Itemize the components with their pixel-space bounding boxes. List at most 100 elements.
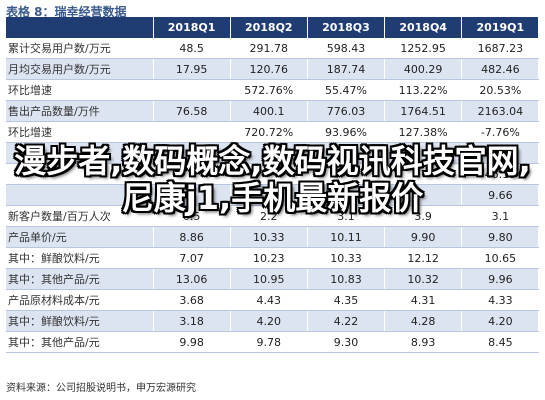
row-label (6, 142, 154, 164)
table-cell: 0.5 (153, 205, 231, 227)
table-cell (230, 142, 308, 164)
table-cell: 2.2 (230, 205, 308, 227)
table-cell: 4.28 (384, 310, 463, 332)
table-cell: 10.33 (230, 226, 308, 248)
row-label: 其中：鲜酿饮料/元 (6, 310, 154, 332)
table-cell (307, 142, 386, 164)
table-cell: 46.19 (461, 163, 540, 185)
table-title: 表格 8：瑞幸经营数据 (6, 5, 127, 19)
table-cell (153, 79, 231, 101)
row-label: 其中：其他产品/元 (6, 331, 154, 353)
table-cell: 776.03 (307, 100, 386, 122)
header-cell-period: 2018Q4 (384, 17, 463, 38)
table-cell: 10.32 (384, 268, 463, 290)
row-label: 环比增速 (6, 79, 154, 101)
table-cell (384, 163, 463, 185)
table-cell: 120.76 (230, 58, 308, 80)
table-cell: 10.83 (307, 268, 386, 290)
table-cell: 4.31 (384, 289, 463, 311)
table-cell: 1252.95 (384, 38, 463, 59)
row-label: 月均交易用户数/万元 (6, 58, 154, 80)
table-cell: 3.68 (153, 289, 231, 311)
table-cell: 1687.23 (461, 38, 540, 59)
table-cell: 2163.04 (461, 100, 540, 122)
operating-data-table: 2018Q1 2018Q2 2018Q3 2018Q4 2019Q1 累计交易用户数/万… (6, 17, 540, 353)
table-header-row: 2018Q1 2018Q2 2018Q3 2018Q4 2019Q1 (6, 17, 540, 38)
row-label: 环比增速 (6, 121, 154, 143)
table-cell: 8.86 (153, 226, 231, 248)
table-cell: 76.58 (153, 100, 231, 122)
table-cell: 3.9 (384, 205, 463, 227)
table-cell: 7.07 (153, 247, 231, 269)
table-cell: 400.1 (230, 100, 308, 122)
table-row: 47.07 (6, 142, 540, 164)
table-cell: 10.23 (230, 247, 308, 269)
table-cell: 47.07 (461, 142, 540, 164)
table-cell: 12.12 (384, 247, 463, 269)
table-cell (384, 142, 463, 164)
header-cell-period: 2018Q3 (307, 17, 386, 38)
table-cell: 400.29 (384, 58, 463, 80)
table-row: 售出产品数量/万件 76.58 400.1 776.03 1764.51 2163.04 (6, 100, 540, 122)
table-cell: 10.11 (307, 226, 386, 248)
table-cell: 598.43 (307, 38, 386, 59)
table-cell: 187.74 (307, 58, 386, 80)
table-cell (230, 184, 308, 206)
table-cell: 9.96 (461, 268, 540, 290)
row-label: 产品单价/元 (6, 226, 154, 248)
table-cell: 17.95 (153, 58, 231, 80)
table-cell: 3.1 (307, 205, 386, 227)
table-row: 其中：鲜酿饮料/元 7.07 10.23 10.33 12.12 10.65 (6, 247, 540, 269)
row-label: 新客户数量/百万人次 (6, 205, 154, 227)
table-cell: 20.53% (461, 79, 540, 101)
table-cell: 3.18 (153, 310, 231, 332)
table-row: 9.66 (6, 184, 540, 206)
table-cell: 4.33 (461, 289, 540, 311)
header-cell-label (6, 17, 154, 38)
table-row: 其中：鲜酿饮料/元 3.18 4.20 4.22 4.28 4.20 (6, 310, 540, 332)
table-row: 其中：其他产品/元 13.06 10.95 10.83 10.32 9.96 (6, 268, 540, 290)
table-cell: 4.20 (230, 310, 308, 332)
table-row: 产品单价/元 8.86 10.33 10.11 9.90 9.80 (6, 226, 540, 248)
table-cell: 9.98 (153, 331, 231, 353)
table-cell: 93.96% (307, 121, 386, 143)
table-cell: 572.76% (230, 79, 308, 101)
table-cell: 48.5 (153, 38, 231, 59)
table-cell: 720.72% (230, 121, 308, 143)
table-cell (153, 184, 231, 206)
table-cell: 10.95 (230, 268, 308, 290)
table-row: 产品原材料成本/元 3.68 4.43 4.35 4.31 4.33 (6, 289, 540, 311)
table-cell (307, 184, 386, 206)
table-cell: 4.43 (230, 289, 308, 311)
table-cell: 9.90 (384, 226, 463, 248)
row-label: 售出产品数量/万件 (6, 100, 154, 122)
table-cell: 13.06 (153, 268, 231, 290)
table-row: 累计交易用户数/万元 48.5 291.78 598.43 1252.95 1687.23 (6, 38, 540, 59)
table-cell: 3.1 (461, 205, 540, 227)
table-body: 累计交易用户数/万元 48.5 291.78 598.43 1252.95 1687.23… (6, 38, 540, 353)
table-cell (230, 163, 308, 185)
header-cell-period: 2019Q1 (461, 17, 540, 38)
table-cell (153, 163, 231, 185)
row-label: 累计交易用户数/万元 (6, 38, 154, 59)
table-cell: 10.33 (307, 247, 386, 269)
header-cell-period: 2018Q2 (230, 17, 308, 38)
table-cell: 10.65 (461, 247, 540, 269)
table-row: 46.19 (6, 163, 540, 185)
table-cell (153, 121, 231, 143)
table-cell: 4.22 (307, 310, 386, 332)
table-row: 月均交易用户数/万元 17.95 120.76 187.74 400.29 482.46 (6, 58, 540, 80)
table-cell: 127.38% (384, 121, 463, 143)
header-cell-period: 2018Q1 (153, 17, 231, 38)
table-cell: 9.66 (461, 184, 540, 206)
table-row: 其中：其他产品/元 9.98 9.78 9.30 8.93 8.45 (6, 331, 540, 353)
table-cell: 55.47% (307, 79, 386, 101)
table-cell: 113.22% (384, 79, 463, 101)
row-label (6, 184, 154, 206)
table-row: 新客户数量/百万人次 0.5 2.2 3.1 3.9 3.1 (6, 205, 540, 227)
table-cell (153, 142, 231, 164)
table-cell: 4.35 (307, 289, 386, 311)
table-cell: 8.45 (461, 331, 540, 353)
table-cell: 291.78 (230, 38, 308, 59)
table-cell (384, 184, 463, 206)
